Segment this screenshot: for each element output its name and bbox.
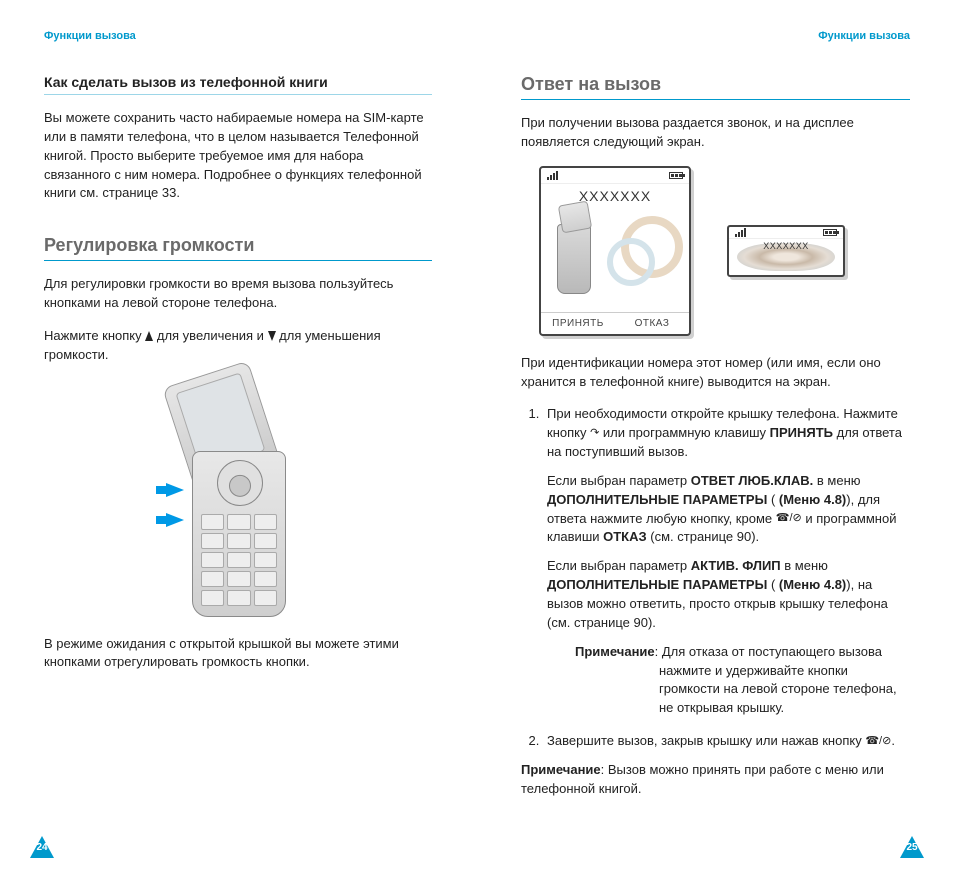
battery-icon <box>823 229 837 236</box>
header-left: Функции вызова <box>44 30 432 42</box>
volume-down-icon <box>268 331 276 341</box>
rule <box>44 94 432 95</box>
end-call-icon: ☎/⊘ <box>865 734 891 750</box>
rule <box>521 99 910 100</box>
rings-graphic <box>611 216 671 276</box>
step-1-para-2: Если выбран параметр ОТВЕТ ЛЮБ.КЛАВ. в м… <box>547 472 910 547</box>
signal-icon <box>547 171 558 180</box>
answer-p1: При получении вызова раздается звонок, и… <box>521 114 910 152</box>
section-answer-title: Ответ на вызов <box>521 74 910 95</box>
steps-list: При необходимости откройте крышку телефо… <box>521 405 910 751</box>
screen-external: XXXXXXX <box>727 225 845 277</box>
nav-dpad <box>207 450 272 515</box>
step-1-para-3: Если выбран параметр АКТИВ. ФЛИП в меню … <box>547 557 910 632</box>
volume-p3: В режиме ожидания с открытой крышкой вы … <box>44 635 432 673</box>
battery-icon <box>669 172 683 179</box>
softkey-accept: ПРИНЯТЬ <box>541 313 615 334</box>
header-right: Функции вызова <box>521 30 910 42</box>
arrow-volume-down <box>166 513 184 527</box>
page-left: Функции вызова Как сделать вызов из теле… <box>0 0 477 876</box>
status-bar-sm <box>729 227 843 239</box>
screen-main: XXXXXXX ПРИНЯТЬ ОТКАЗ <box>539 166 691 336</box>
keypad <box>201 514 277 606</box>
step-1: При необходимости откройте крышку телефо… <box>543 405 910 718</box>
phone-illustration <box>154 379 319 619</box>
caller-id-sm: XXXXXXX <box>729 241 843 251</box>
section-phonebook-title: Как сделать вызов из телефонной книги <box>44 74 432 90</box>
bottom-note: Примечание: Вызов можно принять при рабо… <box>521 761 910 799</box>
phonebook-para: Вы можете сохранить часто набираемые ном… <box>44 109 432 203</box>
end-call-icon: ☎/⊘ <box>776 511 802 527</box>
screens-row: XXXXXXX ПРИНЯТЬ ОТКАЗ XXXXXXX <box>539 166 910 336</box>
status-bar <box>541 168 689 184</box>
section-volume-title: Регулировка громкости <box>44 235 432 256</box>
step-2: Завершите вызов, закрыв крышку или нажав… <box>543 732 910 751</box>
caller-id: XXXXXXX <box>541 188 689 204</box>
softkeys: ПРИНЯТЬ ОТКАЗ <box>541 312 689 334</box>
phone-graphic <box>557 224 591 294</box>
page-right: Функции вызова Ответ на вызов При получе… <box>477 0 954 876</box>
page-number-right: 25 <box>900 836 924 858</box>
rule <box>44 260 432 261</box>
signal-icon <box>735 228 746 237</box>
phone-body <box>192 451 286 617</box>
step-1-note: Примечание: Для отказа от поступающего в… <box>547 643 910 718</box>
softkey-reject: ОТКАЗ <box>615 313 689 334</box>
arrow-volume-up <box>166 483 184 497</box>
answer-p2: При идентификации номера этот номер (или… <box>521 354 910 392</box>
call-icon: ↷ <box>590 426 599 442</box>
page-number-left: 24 <box>30 836 54 858</box>
volume-p1: Для регулировки громкости во время вызов… <box>44 275 432 313</box>
volume-p2: Нажмите кнопку для увеличения и для умен… <box>44 327 432 365</box>
